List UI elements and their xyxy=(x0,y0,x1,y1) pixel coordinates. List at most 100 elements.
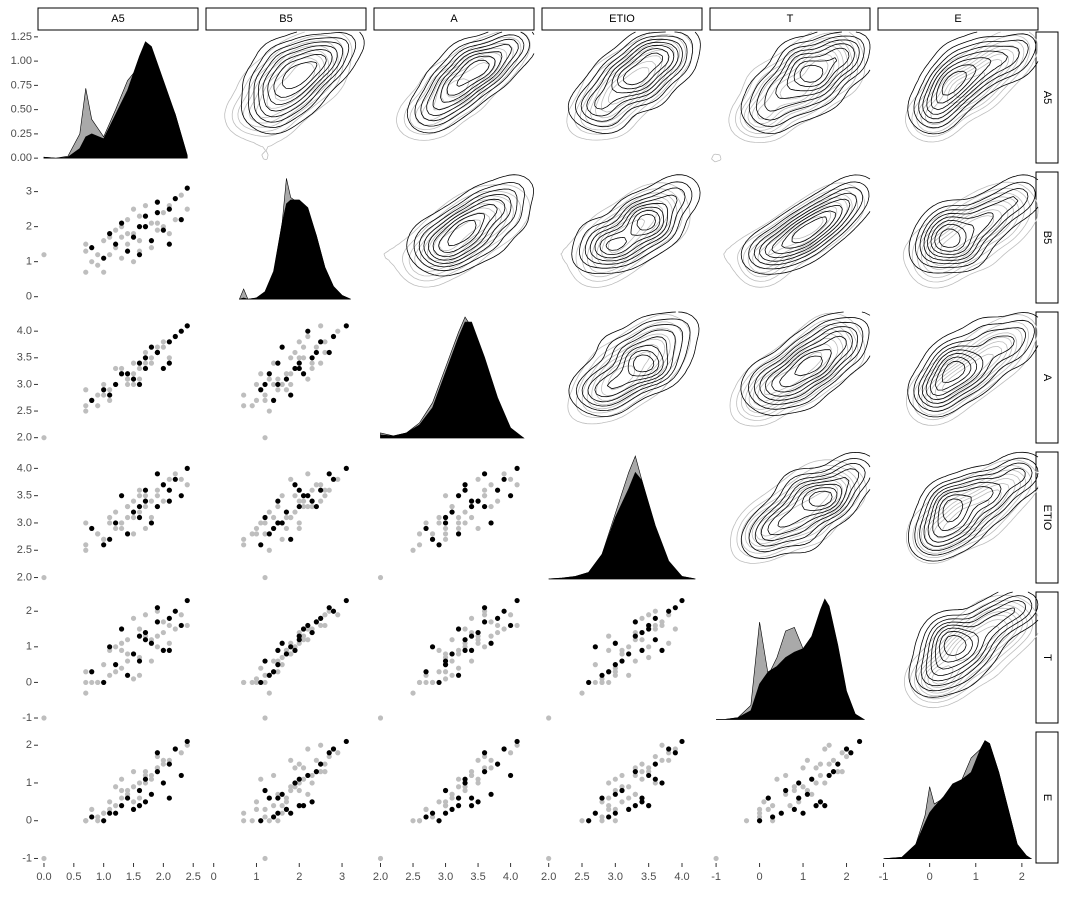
point xyxy=(270,772,277,779)
point xyxy=(462,637,468,643)
point xyxy=(632,769,638,775)
x-tick-label: 3.0 xyxy=(608,871,623,883)
point xyxy=(262,814,268,820)
point xyxy=(800,784,806,790)
contour xyxy=(908,451,1039,562)
point xyxy=(659,780,665,786)
point xyxy=(279,344,285,350)
point xyxy=(843,746,850,752)
point xyxy=(652,637,658,643)
point xyxy=(142,365,149,372)
point xyxy=(279,662,285,668)
point xyxy=(270,814,277,820)
point xyxy=(468,633,475,639)
point xyxy=(791,787,797,794)
point xyxy=(283,371,290,377)
point xyxy=(136,503,143,510)
point xyxy=(283,795,290,801)
point xyxy=(160,780,166,786)
point xyxy=(172,217,178,223)
x-tick-label: 0 xyxy=(927,871,933,883)
contour xyxy=(907,31,1039,135)
point xyxy=(101,662,107,668)
point xyxy=(279,536,285,542)
point xyxy=(659,647,665,653)
point xyxy=(455,520,462,526)
point xyxy=(462,509,468,515)
point xyxy=(305,637,311,643)
point xyxy=(475,629,481,636)
point xyxy=(166,761,172,767)
point xyxy=(124,248,131,254)
point xyxy=(136,493,143,499)
point xyxy=(442,520,449,526)
point xyxy=(89,259,95,265)
point xyxy=(442,536,449,542)
point xyxy=(253,525,260,532)
point xyxy=(160,339,166,345)
point xyxy=(124,791,131,797)
y-tick-label: 1 xyxy=(26,777,32,789)
point xyxy=(148,245,155,251)
point xyxy=(178,476,184,482)
point xyxy=(266,509,272,515)
point xyxy=(107,520,113,526)
point xyxy=(468,629,475,636)
point xyxy=(270,525,277,532)
point xyxy=(148,776,155,782)
point xyxy=(300,493,307,499)
point xyxy=(142,633,149,639)
x-tick-label: 3.5 xyxy=(470,871,485,883)
point xyxy=(646,622,652,629)
point xyxy=(462,784,468,790)
point xyxy=(475,799,481,805)
point xyxy=(142,637,149,643)
point xyxy=(118,795,125,801)
point xyxy=(130,360,137,366)
point xyxy=(292,349,298,356)
point xyxy=(410,818,416,824)
point xyxy=(101,818,107,824)
strip xyxy=(1035,591,1059,724)
point xyxy=(817,799,824,805)
point xyxy=(184,206,190,212)
point xyxy=(429,810,436,816)
point xyxy=(101,542,107,548)
point xyxy=(488,619,494,625)
point xyxy=(154,349,161,356)
y-tick-label: 2 xyxy=(26,605,32,617)
point xyxy=(166,647,172,653)
point xyxy=(309,365,315,372)
point xyxy=(586,818,592,824)
point xyxy=(101,536,107,542)
point xyxy=(184,597,190,604)
point xyxy=(592,810,598,816)
point xyxy=(429,644,436,650)
point xyxy=(101,810,107,816)
point xyxy=(455,784,462,790)
point xyxy=(130,234,137,240)
point xyxy=(118,365,125,372)
point xyxy=(652,761,658,767)
y-tick-label: 0.50 xyxy=(11,104,32,116)
point xyxy=(449,791,455,797)
point xyxy=(136,672,143,678)
point xyxy=(101,679,107,686)
point xyxy=(142,213,149,219)
point xyxy=(377,574,384,581)
contour xyxy=(567,314,691,425)
point xyxy=(606,679,612,686)
point xyxy=(632,619,638,625)
point xyxy=(83,669,89,675)
point xyxy=(148,658,155,664)
point xyxy=(449,503,455,510)
point xyxy=(41,715,47,721)
point xyxy=(184,738,190,745)
point xyxy=(266,672,272,678)
point xyxy=(455,803,462,809)
point xyxy=(258,776,264,782)
point xyxy=(253,676,260,682)
point xyxy=(436,542,442,548)
point xyxy=(262,787,268,794)
point xyxy=(142,503,149,510)
